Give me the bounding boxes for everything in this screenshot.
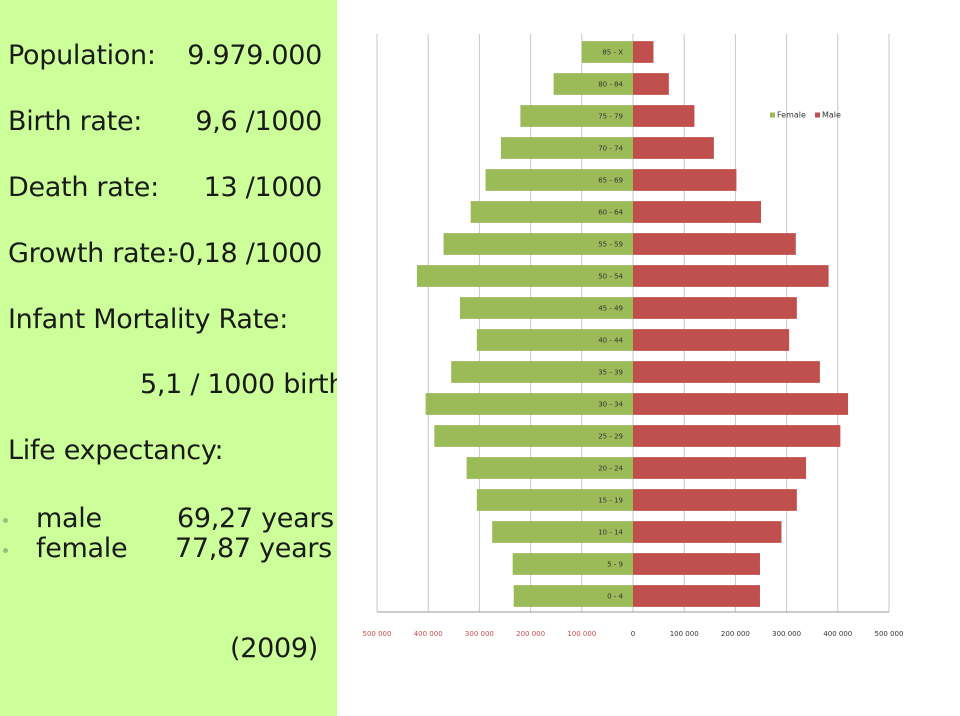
male-bar [633,361,820,383]
age-group-label: 40 - 44 [598,337,623,345]
age-group-label: 80 - 84 [598,81,623,89]
age-group-label: 30 - 34 [598,401,623,409]
legend-male-label: Male [822,111,841,120]
age-group-label: 20 - 24 [598,465,623,473]
x-tick-label: 100 000 [567,630,596,638]
death-rate-value: 13 /1000 [203,172,323,203]
age-group-label: 5 - 9 [607,561,623,569]
age-group-label: 75 - 79 [598,113,623,121]
male-bar [633,521,782,543]
female-bar [443,233,633,255]
population-pyramid-chart: 85 - X 80 - 84 75 - 79 70 - 74 65 - 69 60 - 6… [363,34,904,638]
male-bar [633,585,760,607]
legend-male-swatch [815,112,820,118]
male-bar [633,73,669,95]
infant-mortality-value: 5,1 / 1000 birth [140,369,346,400]
male-bar [633,169,737,191]
male-bar [633,553,760,575]
x-tick-label: 300 000 [465,630,494,638]
age-group-label: 50 - 54 [598,273,623,281]
male-bar [633,393,849,415]
life-expectancy-male-value: 69,27 years [177,503,334,534]
life-expectancy-male-label: male [36,503,102,534]
x-tick-label: 300 000 [772,630,801,638]
female-bar [434,425,633,447]
male-bar [633,137,714,159]
female-bar [513,585,633,607]
female-bullet-icon [3,548,8,553]
age-group-label: 70 - 74 [598,145,623,153]
female-bar [476,489,633,511]
female-bar [520,105,633,127]
male-bar [633,201,761,223]
legend-female-label: Female [777,111,806,120]
birth-rate-label: Birth rate: [8,106,143,137]
age-group-label: 65 - 69 [598,177,623,185]
female-bar [476,329,633,351]
growth-rate-value: -0,18 /1000 [169,238,322,269]
x-tick-label: 200 000 [721,630,750,638]
female-bar [466,457,633,479]
age-group-label: 55 - 59 [598,241,623,249]
infant-mortality-label: Infant Mortality Rate: [8,304,289,335]
age-group-label: 45 - 49 [598,305,623,313]
male-bar [633,489,797,511]
x-tick-label: 0 [631,630,635,638]
life-expectancy-label: Life expectancy: [8,435,224,466]
x-tick-label: 400 000 [823,630,852,638]
death-rate-label: Death rate: [8,172,159,203]
x-tick-label: 400 000 [414,630,443,638]
female-bar [512,553,633,575]
x-tick-label: 500 000 [363,630,392,638]
age-group-label: 25 - 29 [598,433,623,441]
year-label: (2009) [230,633,318,664]
male-bar [633,297,797,319]
female-bar [492,521,633,543]
population-value: 9.979.000 [187,40,322,71]
age-group-label: 60 - 64 [598,209,623,217]
x-tick-label: 200 000 [516,630,545,638]
female-bar [581,41,633,63]
male-bar [633,233,796,255]
female-bar [553,73,633,95]
x-tick-label: 100 000 [670,630,699,638]
age-group-label: 0 - 4 [607,593,623,601]
life-expectancy-female-label: female [36,533,128,564]
x-tick-label: 500 000 [875,630,904,638]
age-group-label: 15 - 19 [598,497,623,505]
female-bar [451,361,633,383]
female-bar [485,169,633,191]
female-bar [459,297,633,319]
male-bar [633,457,807,479]
male-bar [633,105,695,127]
growth-rate-label: Growth rate: [8,238,175,269]
male-bar [633,265,829,287]
chart-panel: 85 - X 80 - 84 75 - 79 70 - 74 65 - 69 60 - 6… [337,0,960,716]
life-expectancy-female-value: 77,87 years [175,533,332,564]
stats-panel: Population: 9.979.000 Birth rate: 9,6 /1… [0,0,345,716]
female-bar [416,265,633,287]
population-label: Population: [8,40,156,71]
age-group-label: 85 - X [602,49,623,57]
female-bar [500,137,633,159]
male-bullet-icon [3,518,8,523]
male-bar [633,41,654,63]
age-group-label: 10 - 14 [598,529,623,537]
male-bar [633,329,790,351]
age-group-label: 35 - 39 [598,369,623,377]
female-bar [470,201,633,223]
male-bar [633,425,841,447]
female-bar [425,393,633,415]
birth-rate-value: 9,6 /1000 [195,106,322,137]
legend-female-swatch [770,112,775,118]
